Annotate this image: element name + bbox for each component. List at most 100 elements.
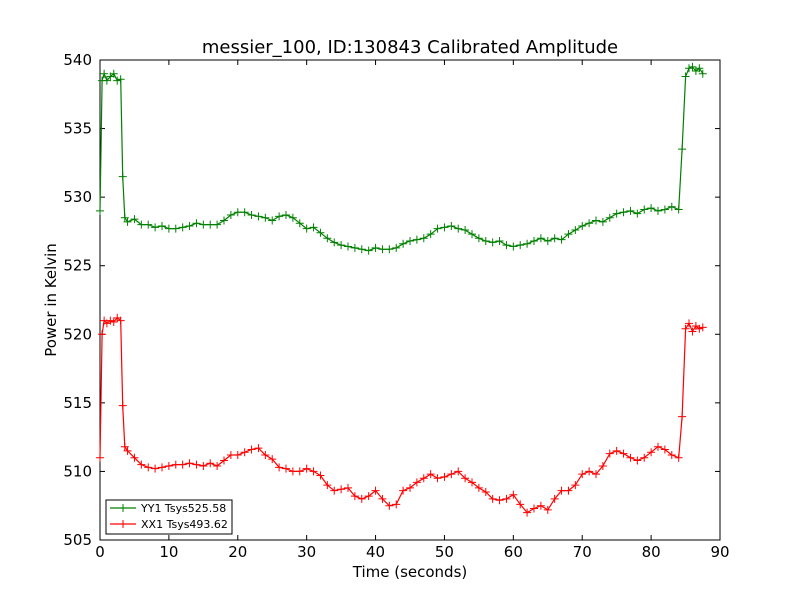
data-point (681, 324, 690, 333)
data-point (199, 461, 208, 470)
y-tick-label: 535 (63, 120, 92, 138)
x-tick-label: 10 (159, 543, 178, 561)
data-point (516, 500, 525, 509)
data-point (585, 219, 594, 228)
data-point (137, 220, 146, 229)
data-point (120, 442, 129, 451)
data-point (454, 224, 463, 233)
data-point (543, 237, 552, 246)
legend-box (105, 499, 233, 535)
data-point (592, 470, 600, 479)
data-point (178, 460, 187, 469)
data-point (261, 450, 270, 459)
data-point (123, 217, 132, 226)
data-point (268, 455, 277, 464)
x-tick-label: 0 (95, 543, 105, 561)
data-point (144, 463, 153, 472)
data-point (158, 463, 166, 472)
data-point (350, 243, 359, 252)
data-point (302, 224, 311, 233)
data-point (640, 205, 649, 214)
data-point (685, 319, 693, 328)
data-point (120, 213, 129, 222)
data-point (337, 485, 346, 494)
data-point (674, 205, 683, 214)
data-point (213, 461, 222, 470)
data-point (282, 464, 290, 473)
data-point (440, 472, 449, 481)
data-point (488, 494, 497, 503)
data-point (330, 486, 339, 495)
data-point (488, 238, 497, 247)
data-point (454, 467, 463, 476)
data-point (302, 464, 311, 473)
data-point (619, 208, 628, 217)
data-point (698, 323, 707, 332)
data-point (399, 239, 408, 248)
data-point (502, 494, 511, 503)
data-point (268, 216, 277, 225)
data-point (685, 64, 693, 73)
x-tick-label: 70 (573, 543, 592, 561)
data-point (96, 206, 104, 215)
data-point (247, 445, 256, 454)
data-point (564, 230, 573, 239)
data-point (344, 483, 352, 492)
data-point (240, 448, 249, 457)
plot-area (99, 59, 721, 541)
data-point (440, 223, 449, 232)
data-point (109, 69, 118, 78)
y-tick-label: 520 (63, 325, 92, 343)
data-point (185, 221, 194, 230)
y-axis: 505 510 515 520 525 530 535 540 (63, 51, 720, 549)
data-point (118, 401, 127, 410)
data-point (220, 456, 228, 465)
data-point (688, 62, 697, 71)
data-point (116, 75, 125, 84)
data-point (571, 481, 580, 490)
y-tick-label: 525 (63, 257, 92, 275)
data-point (116, 316, 125, 325)
data-point (233, 450, 242, 459)
series-yy1 (96, 62, 707, 255)
data-point (612, 209, 621, 218)
data-point (371, 486, 380, 495)
data-point (667, 450, 676, 459)
data-point (530, 504, 538, 513)
data-point (509, 242, 518, 251)
data-point (468, 230, 476, 239)
x-tick-label: 20 (228, 543, 247, 561)
data-point (199, 220, 208, 229)
data-point (158, 221, 166, 230)
x-tick-label: 50 (435, 543, 454, 561)
data-point (378, 245, 387, 254)
data-point (433, 474, 442, 483)
data-point (206, 220, 215, 229)
data-point (357, 245, 366, 254)
data-point (254, 444, 263, 453)
data-point (495, 237, 504, 246)
data-point (337, 241, 346, 250)
data-point (344, 242, 352, 251)
data-point (660, 205, 669, 214)
data-point (481, 237, 490, 246)
data-point (419, 234, 428, 243)
data-point (698, 69, 707, 78)
data-point (309, 467, 318, 476)
data-point (364, 492, 373, 501)
data-point (633, 456, 642, 465)
data-point (647, 204, 656, 213)
y-tick-label: 505 (63, 531, 92, 549)
data-point (385, 245, 394, 254)
data-point (412, 478, 421, 487)
data-point (543, 505, 552, 514)
legend-label: XX1 Tsys493.62 (141, 518, 228, 531)
data-point (371, 243, 380, 252)
data-point (316, 228, 325, 237)
data-point (102, 76, 111, 85)
data-point (226, 450, 235, 459)
data-point (137, 460, 146, 469)
data-point (461, 226, 470, 235)
chart-title: messier_100, ID:130843 Calibrated Amplit… (202, 37, 618, 58)
data-point (468, 478, 476, 487)
